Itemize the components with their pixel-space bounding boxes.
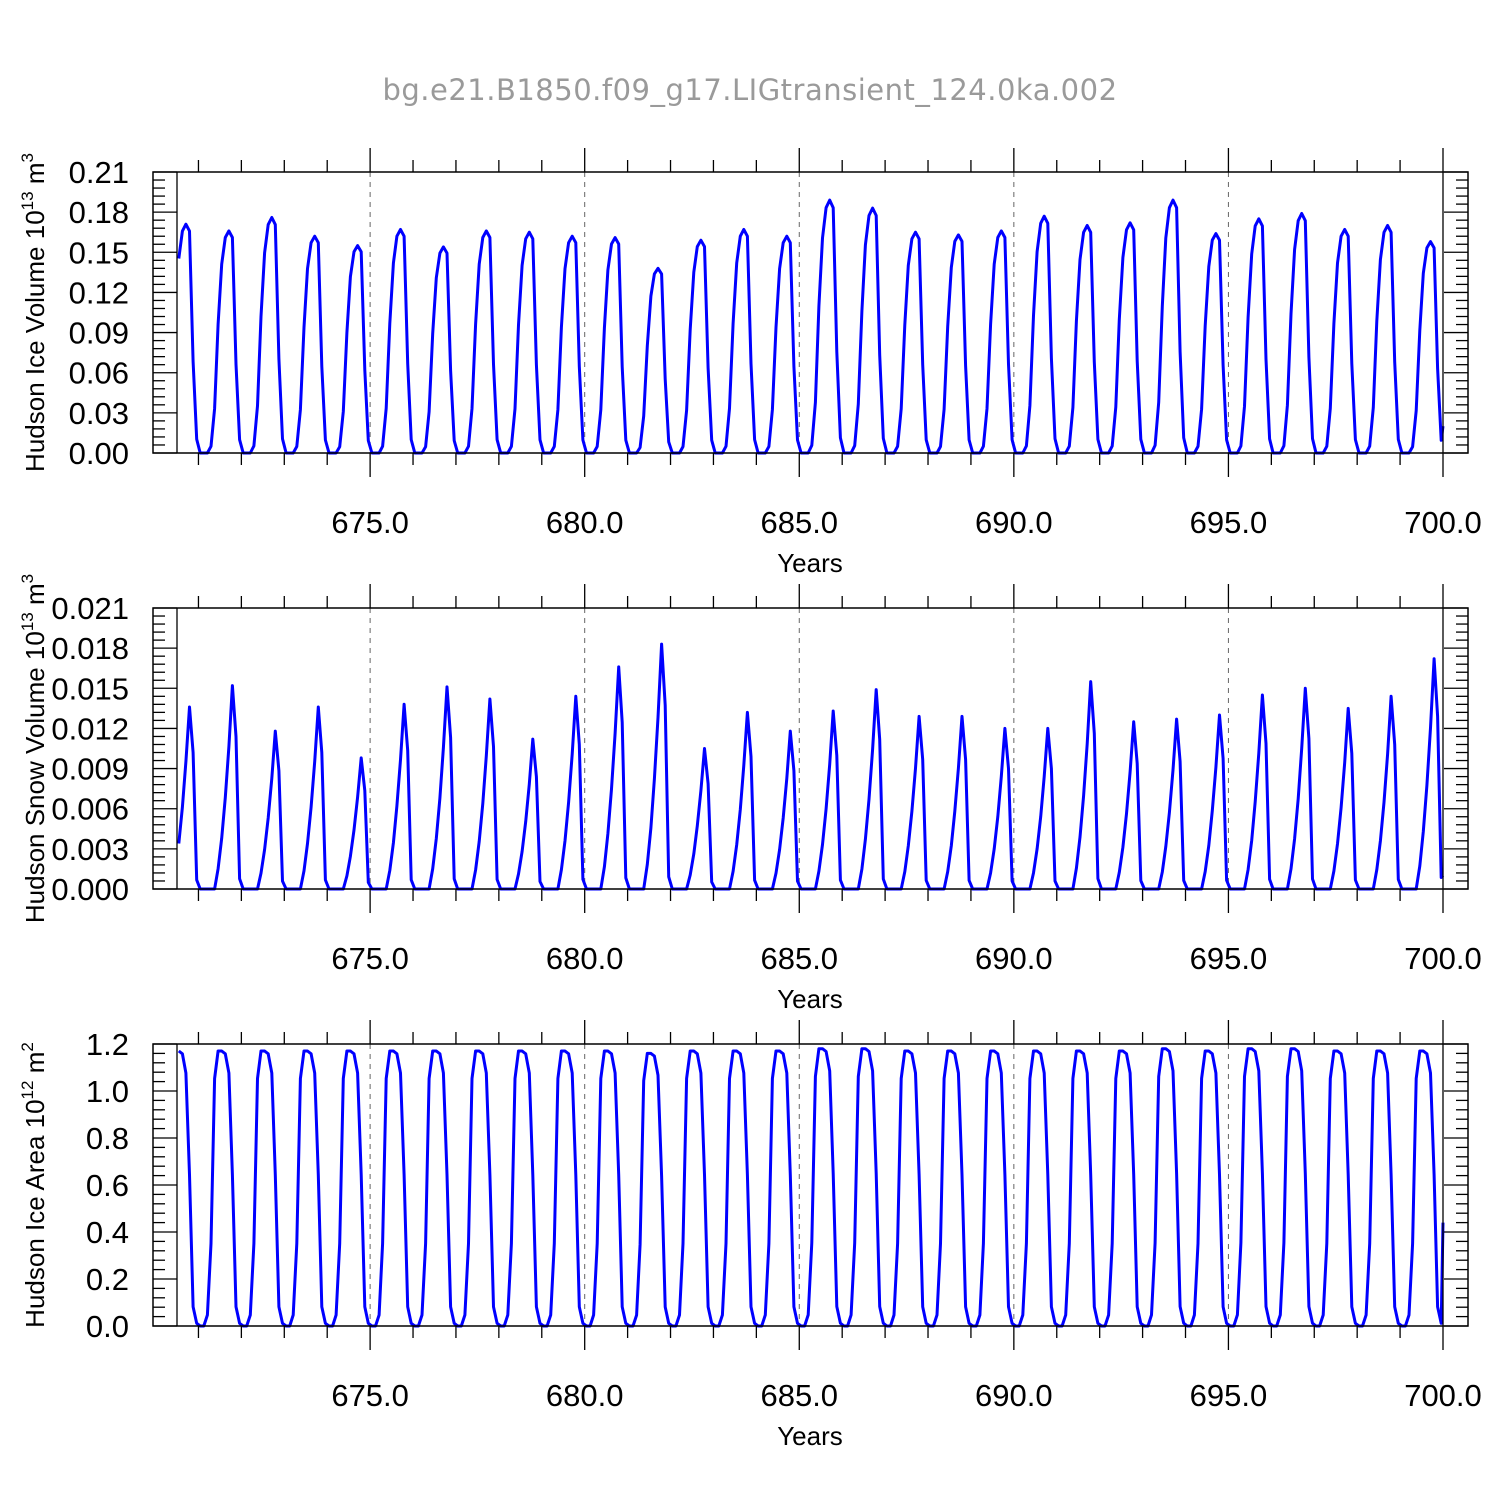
x-axis-label: Years bbox=[777, 1421, 843, 1451]
y-tick-label: 0.015 bbox=[51, 671, 129, 706]
y-tick-label: 0.0 bbox=[86, 1309, 129, 1344]
y-tick-label: 0.8 bbox=[86, 1121, 129, 1156]
x-tick-label: 680.0 bbox=[546, 941, 624, 976]
y-tick-label: 0.15 bbox=[69, 235, 129, 270]
figure-title: bg.e21.B1850.f09_g17.LIGtransient_124.0k… bbox=[382, 73, 1117, 107]
x-axis-label: Years bbox=[777, 548, 843, 578]
x-tick-label: 680.0 bbox=[546, 505, 624, 540]
x-tick-label: 685.0 bbox=[760, 1378, 838, 1413]
y-tick-label: 0.21 bbox=[69, 155, 129, 190]
y-tick-label: 1.0 bbox=[86, 1074, 129, 1109]
x-tick-label: 690.0 bbox=[975, 941, 1053, 976]
x-tick-label: 700.0 bbox=[1404, 941, 1482, 976]
x-tick-label: 680.0 bbox=[546, 1378, 624, 1413]
y-tick-label: 0.021 bbox=[51, 591, 129, 626]
y-tick-label: 0.12 bbox=[69, 275, 129, 310]
y-axis-label: Hudson Snow Volume 1013 m3 bbox=[18, 574, 50, 923]
panel-1: 675.0 680.0 685.0 690.0 695.0 700.0 Years 0.00 0… bbox=[18, 148, 1482, 578]
y-tick-label: 0.000 bbox=[51, 872, 129, 907]
y-tick-label: 0.18 bbox=[69, 195, 129, 230]
plot-frame bbox=[152, 171, 1469, 454]
x-tick-label: 690.0 bbox=[975, 505, 1053, 540]
y-tick-label: 0.4 bbox=[86, 1215, 129, 1250]
series-line bbox=[177, 642, 1445, 891]
y-tick-label: 0.003 bbox=[51, 832, 129, 867]
x-tick-label: 685.0 bbox=[760, 505, 838, 540]
y-tick-label: 0.018 bbox=[51, 631, 129, 666]
y-tick-label: 0.09 bbox=[69, 316, 129, 351]
x-tick-label: 675.0 bbox=[331, 1378, 409, 1413]
panel-2: 675.0 680.0 685.0 690.0 695.0 700.0 Years 0.000… bbox=[18, 574, 1482, 1014]
y-tick-label: 1.2 bbox=[86, 1027, 129, 1062]
x-tick-label: 695.0 bbox=[1190, 941, 1268, 976]
y-tick-label: 0.06 bbox=[69, 356, 129, 391]
x-axis-label: Years bbox=[777, 984, 843, 1014]
plot-frame bbox=[152, 607, 1469, 890]
x-tick-label: 675.0 bbox=[331, 941, 409, 976]
y-tick-label: 0.00 bbox=[69, 436, 129, 471]
y-tick-label: 0.6 bbox=[86, 1168, 129, 1203]
x-tick-label: 675.0 bbox=[331, 505, 409, 540]
y-tick-label: 0.2 bbox=[86, 1262, 129, 1297]
y-tick-label: 0.009 bbox=[51, 752, 129, 787]
y-tick-label: 0.006 bbox=[51, 792, 129, 827]
y-tick-label: 0.012 bbox=[51, 711, 129, 746]
y-axis-label: Hudson Ice Area 1012 m2 bbox=[18, 1042, 50, 1328]
x-tick-label: 685.0 bbox=[760, 941, 838, 976]
x-tick-label: 695.0 bbox=[1190, 505, 1268, 540]
x-tick-label: 700.0 bbox=[1404, 505, 1482, 540]
y-tick-label: 0.03 bbox=[69, 396, 129, 431]
series-line bbox=[177, 198, 1445, 455]
y-axis-label: Hudson Ice Volume 1013 m3 bbox=[18, 153, 50, 472]
series-line bbox=[177, 1047, 1445, 1328]
panel-3: 675.0 680.0 685.0 690.0 695.0 700.0 Years 0.0 0.… bbox=[18, 1020, 1482, 1451]
x-tick-label: 700.0 bbox=[1404, 1378, 1482, 1413]
x-tick-label: 690.0 bbox=[975, 1378, 1053, 1413]
x-tick-label: 695.0 bbox=[1190, 1378, 1268, 1413]
